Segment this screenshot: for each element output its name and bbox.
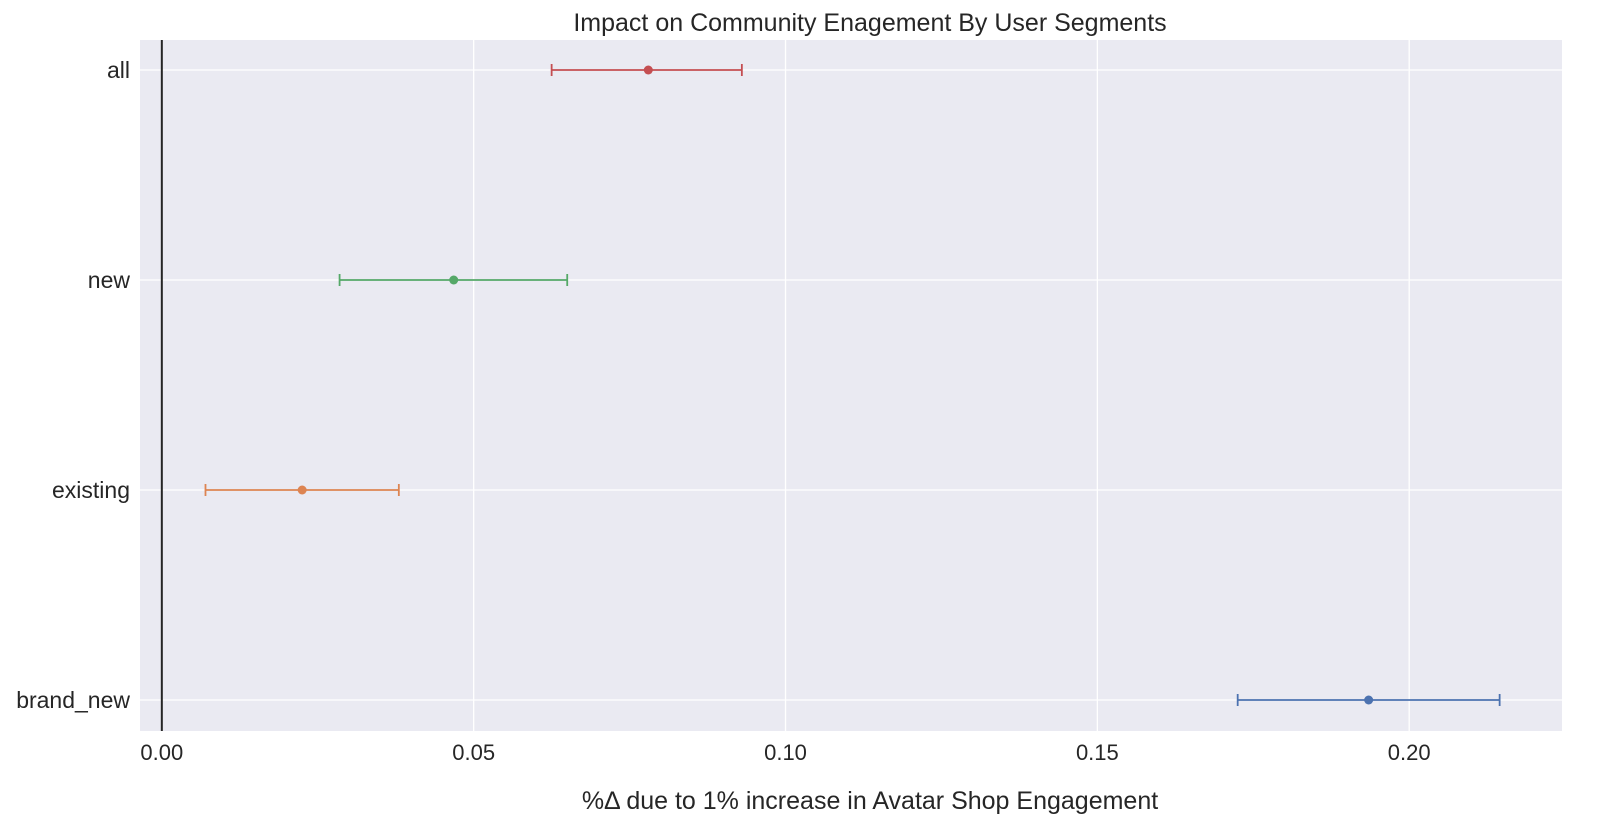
- point-estimate: [643, 65, 653, 75]
- plot-area: [140, 40, 1562, 731]
- chart-title: Impact on Community Enagement By User Se…: [573, 9, 1166, 37]
- errorbar-brand_new: [1236, 694, 1501, 706]
- x-tick-labels: 0.00 0.05 0.10 0.15 0.20: [140, 740, 1430, 765]
- y-tick-label: brand_new: [16, 687, 130, 713]
- x-axis-label: %Δ due to 1% increase in Avatar Shop Eng…: [582, 787, 1158, 815]
- x-tick-label: 0.00: [140, 740, 183, 765]
- y-tick-label: existing: [52, 477, 130, 503]
- errorbar-existing: [204, 484, 400, 496]
- x-tick-label: 0.10: [764, 740, 807, 765]
- errorbar-all: [550, 64, 743, 76]
- point-estimate: [297, 485, 307, 495]
- errorbar-new: [338, 274, 569, 286]
- point-estimate: [449, 275, 459, 285]
- x-tick-label: 0.20: [1388, 740, 1431, 765]
- y-tick-labels: all new existing brand_new: [16, 57, 130, 713]
- data-marks: [204, 64, 1501, 706]
- x-tick-label: 0.15: [1076, 740, 1119, 765]
- point-estimate: [1364, 695, 1374, 705]
- x-tick-label: 0.05: [452, 740, 495, 765]
- y-tick-label: all: [107, 57, 130, 83]
- y-tick-label: new: [88, 267, 131, 293]
